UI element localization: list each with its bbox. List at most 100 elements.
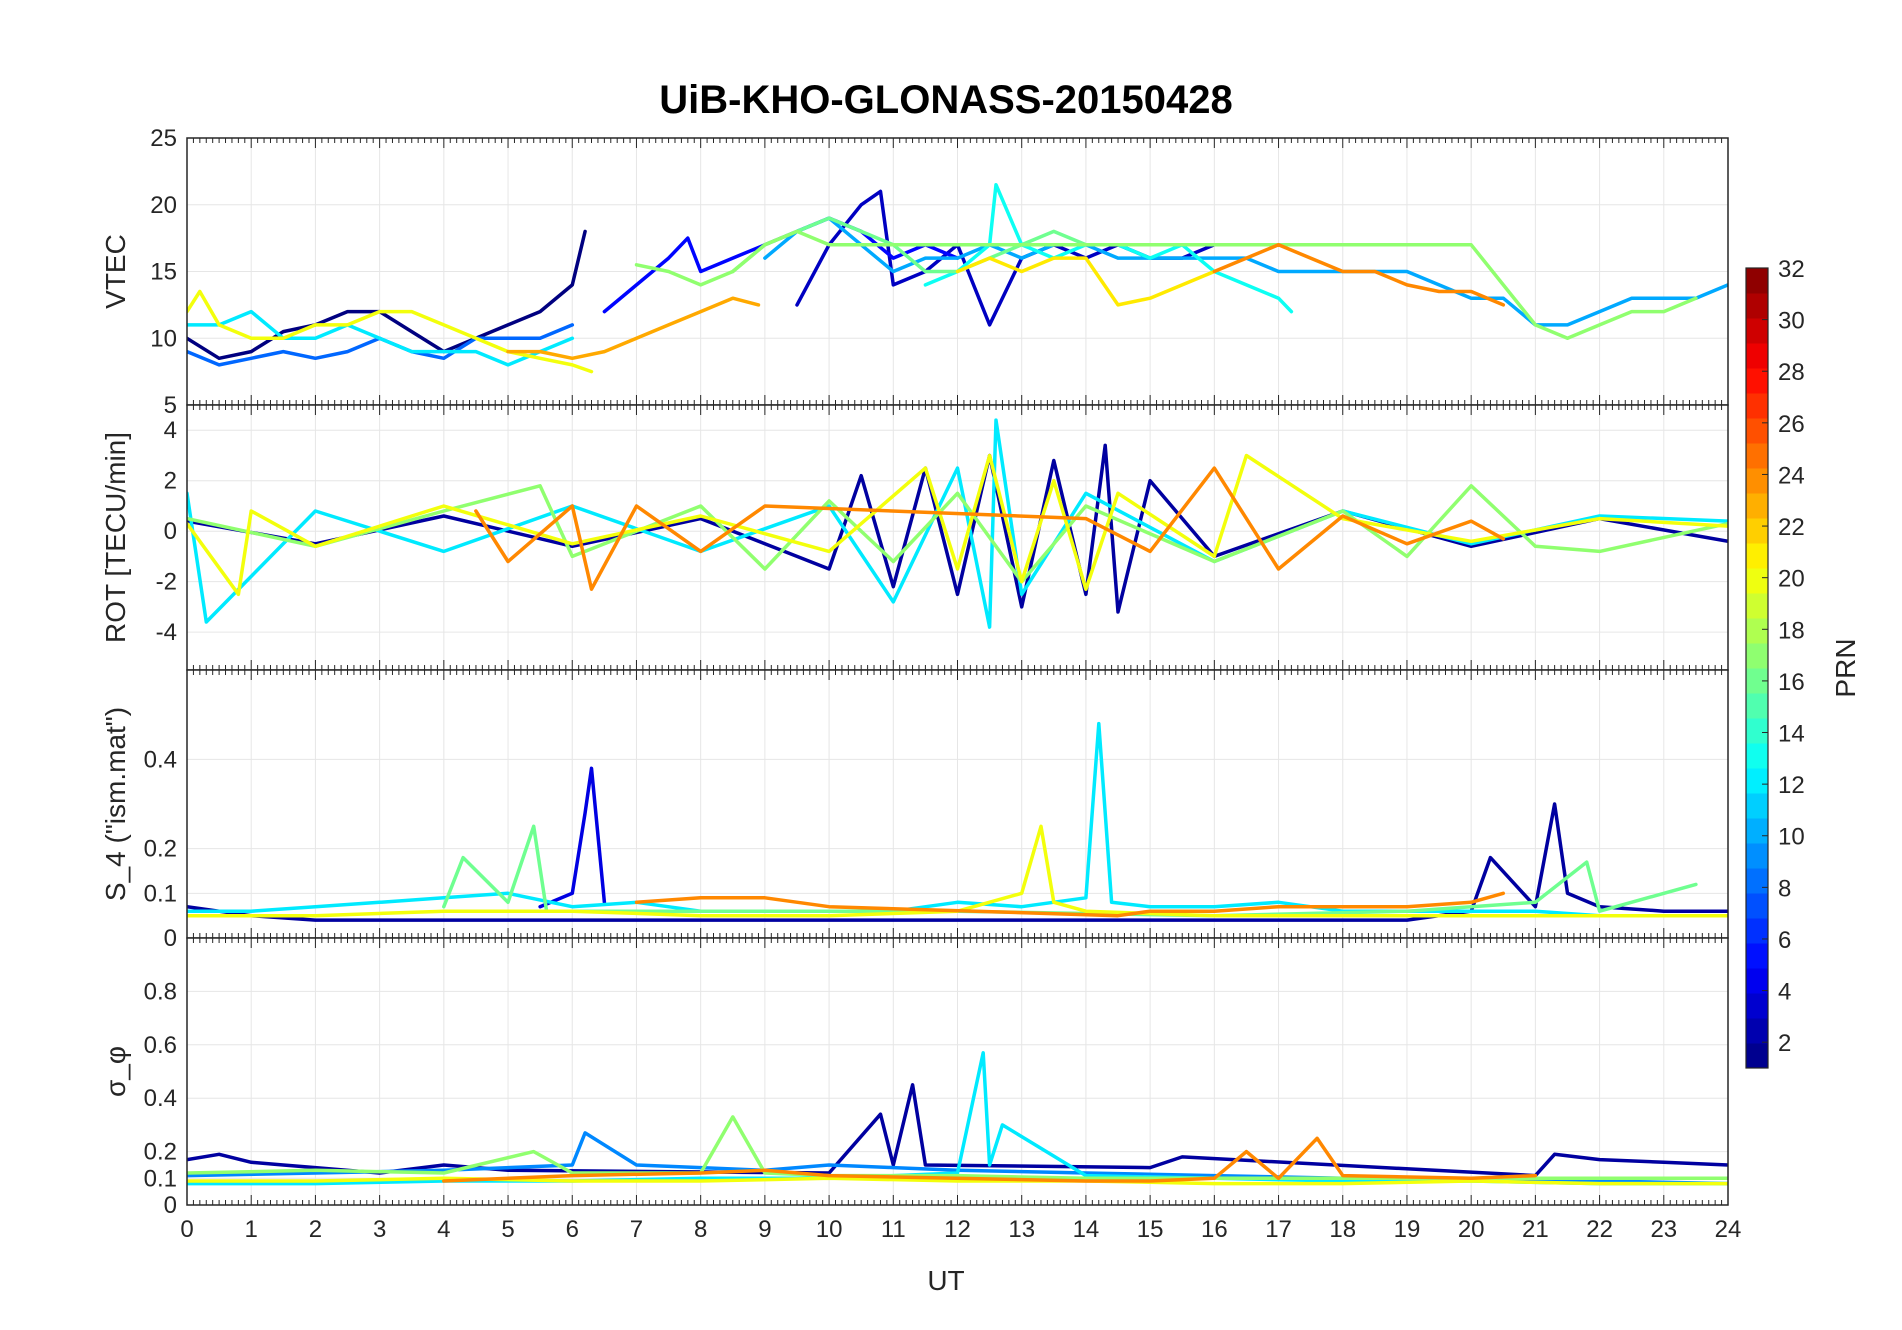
colorbar-tick-label: 14 <box>1778 721 1805 748</box>
panel-s4: 0 0.1 0.2 0.4 S_4 ("ism.mat") <box>100 669 1729 952</box>
y-tick-label: 15 <box>150 259 177 286</box>
colorbar-tick-label: 16 <box>1778 669 1805 696</box>
y-tick-label: 0.4 <box>144 1085 177 1112</box>
colorbar-segment <box>1746 718 1768 744</box>
series-line-prn-20 <box>187 1176 1728 1186</box>
y-tick-label: -4 <box>156 619 177 646</box>
series-line-prn-24 <box>474 466 1506 591</box>
panel-sigma-phi: 00.10.2 0.4 0.6 0.8 σ_φ <box>100 937 1729 1219</box>
x-tick-label: 16 <box>1201 1216 1228 1243</box>
y-axis-label: σ_φ <box>100 1046 131 1097</box>
x-tick-label: 22 <box>1586 1216 1613 1243</box>
series-line-prn-12 <box>187 721 1728 918</box>
y-tick-label: 0.2 <box>144 836 177 863</box>
x-tick-label: 21 <box>1522 1216 1549 1243</box>
series-line-prn-2 <box>187 802 1728 922</box>
colorbar-segment <box>1746 393 1768 419</box>
x-tick-label: 0 <box>180 1216 193 1243</box>
colorbar-segment <box>1746 543 1768 569</box>
x-axis-label: UT <box>927 1265 964 1296</box>
series-group <box>187 418 1728 629</box>
colorbar-segment <box>1746 643 1768 669</box>
colorbar-tick-label: 2 <box>1778 1030 1791 1057</box>
x-tick-label: 20 <box>1458 1216 1485 1243</box>
x-tick-label: 18 <box>1329 1216 1356 1243</box>
series-line-prn-17 <box>634 229 1698 341</box>
x-tick-label: 17 <box>1265 1216 1292 1243</box>
axes-frame <box>186 937 1729 1206</box>
y-tick-label: 4 <box>164 417 177 444</box>
series-group <box>187 182 1728 374</box>
colorbar-segment <box>1746 343 1768 369</box>
y-tick-label: 0 <box>164 925 177 952</box>
series-line-prn-4 <box>538 766 607 909</box>
colorbar-segment <box>1746 943 1768 969</box>
y-tick-label: 0 <box>164 1192 177 1219</box>
colorbar-tick-label: 8 <box>1778 875 1791 902</box>
x-tick-label: 3 <box>373 1216 386 1243</box>
x-tick-label: 6 <box>566 1216 579 1243</box>
colorbar-tick-label: 12 <box>1778 772 1805 799</box>
y-tick-label: 2 <box>164 468 177 495</box>
colorbar-segment <box>1746 968 1768 994</box>
x-tick-label: 24 <box>1715 1216 1742 1243</box>
x-tick-label: 8 <box>694 1216 707 1243</box>
y-tick-label: 5 <box>164 392 177 419</box>
x-tick-label: 10 <box>816 1216 843 1243</box>
x-tick-label: 5 <box>501 1216 514 1243</box>
colorbar-tick-label: 18 <box>1778 617 1805 644</box>
colorbar-segment <box>1746 268 1768 294</box>
series-line-prn-24 <box>1212 243 1506 307</box>
y-tick-label: 0.4 <box>144 746 177 773</box>
x-tick-labels: 0 1 2 3 4 5 6 7 8 9 10 11 12 13 14 15 16 17 18 19 20 21 22 23 24 <box>180 1216 1741 1243</box>
colorbar-segment <box>1746 493 1768 519</box>
colorbar-segment <box>1746 1043 1768 1069</box>
colorbar-segment <box>1746 468 1768 494</box>
y-tick-label: 0 <box>164 518 177 545</box>
colorbar-segment <box>1746 443 1768 469</box>
x-tick-label: 23 <box>1650 1216 1677 1243</box>
y-tick-label: 25 <box>150 125 177 152</box>
colorbar-segment <box>1746 568 1768 594</box>
colorbar-segment <box>1746 843 1768 869</box>
colorbar-segment <box>1746 743 1768 769</box>
colorbar-segment <box>1746 893 1768 919</box>
series-line-prn-2 <box>187 1083 1728 1178</box>
x-tick-label: 13 <box>1008 1216 1035 1243</box>
x-tick-label: 11 <box>881 1216 906 1243</box>
y-axis-label: ROT [TECU/min] <box>100 432 131 643</box>
colorbar-tick-label: 30 <box>1778 308 1805 335</box>
colorbar-tick-label: 10 <box>1778 824 1805 851</box>
x-tick-label: 14 <box>1073 1216 1100 1243</box>
colorbar-segment <box>1746 1018 1768 1044</box>
series-line-prn-24 <box>442 1136 1538 1183</box>
series-line-prn-24 <box>634 891 1506 918</box>
colorbar-segment <box>1746 368 1768 394</box>
x-tick-label: 12 <box>944 1216 971 1243</box>
y-tick-label: 0.6 <box>144 1032 177 1059</box>
colorbar-segment <box>1746 868 1768 894</box>
series-line-prn-21 <box>955 256 1217 307</box>
x-tick-label: 1 <box>245 1216 258 1243</box>
colorbar-tick-label: 32 <box>1778 256 1805 283</box>
colorbar-frame <box>1745 267 1769 1069</box>
colorbar-tick-label: 22 <box>1778 514 1805 541</box>
panel-vtec: 5 10 15 20 25 VTEC <box>100 125 1729 419</box>
panel-rot: -4 -2 0 2 4 ROT [TECU/min] <box>100 404 1729 671</box>
y-tick-label: 20 <box>150 192 177 219</box>
y-tick-label: 0.1 <box>144 1165 177 1192</box>
colorbar-segment <box>1746 693 1768 719</box>
colorbar-segment <box>1746 918 1768 944</box>
x-tick-label: 2 <box>309 1216 322 1243</box>
series-line-prn-23 <box>506 296 761 361</box>
y-tick-label: 0.1 <box>144 880 177 907</box>
colorbar-tick-label: 6 <box>1778 927 1791 954</box>
colorbar-segment <box>1746 793 1768 819</box>
colorbar-segment <box>1746 768 1768 794</box>
colorbar-segment <box>1746 418 1768 444</box>
colorbar-segment <box>1746 593 1768 619</box>
colorbar-segment <box>1746 668 1768 694</box>
colorbar-tick-label: 26 <box>1778 411 1805 438</box>
